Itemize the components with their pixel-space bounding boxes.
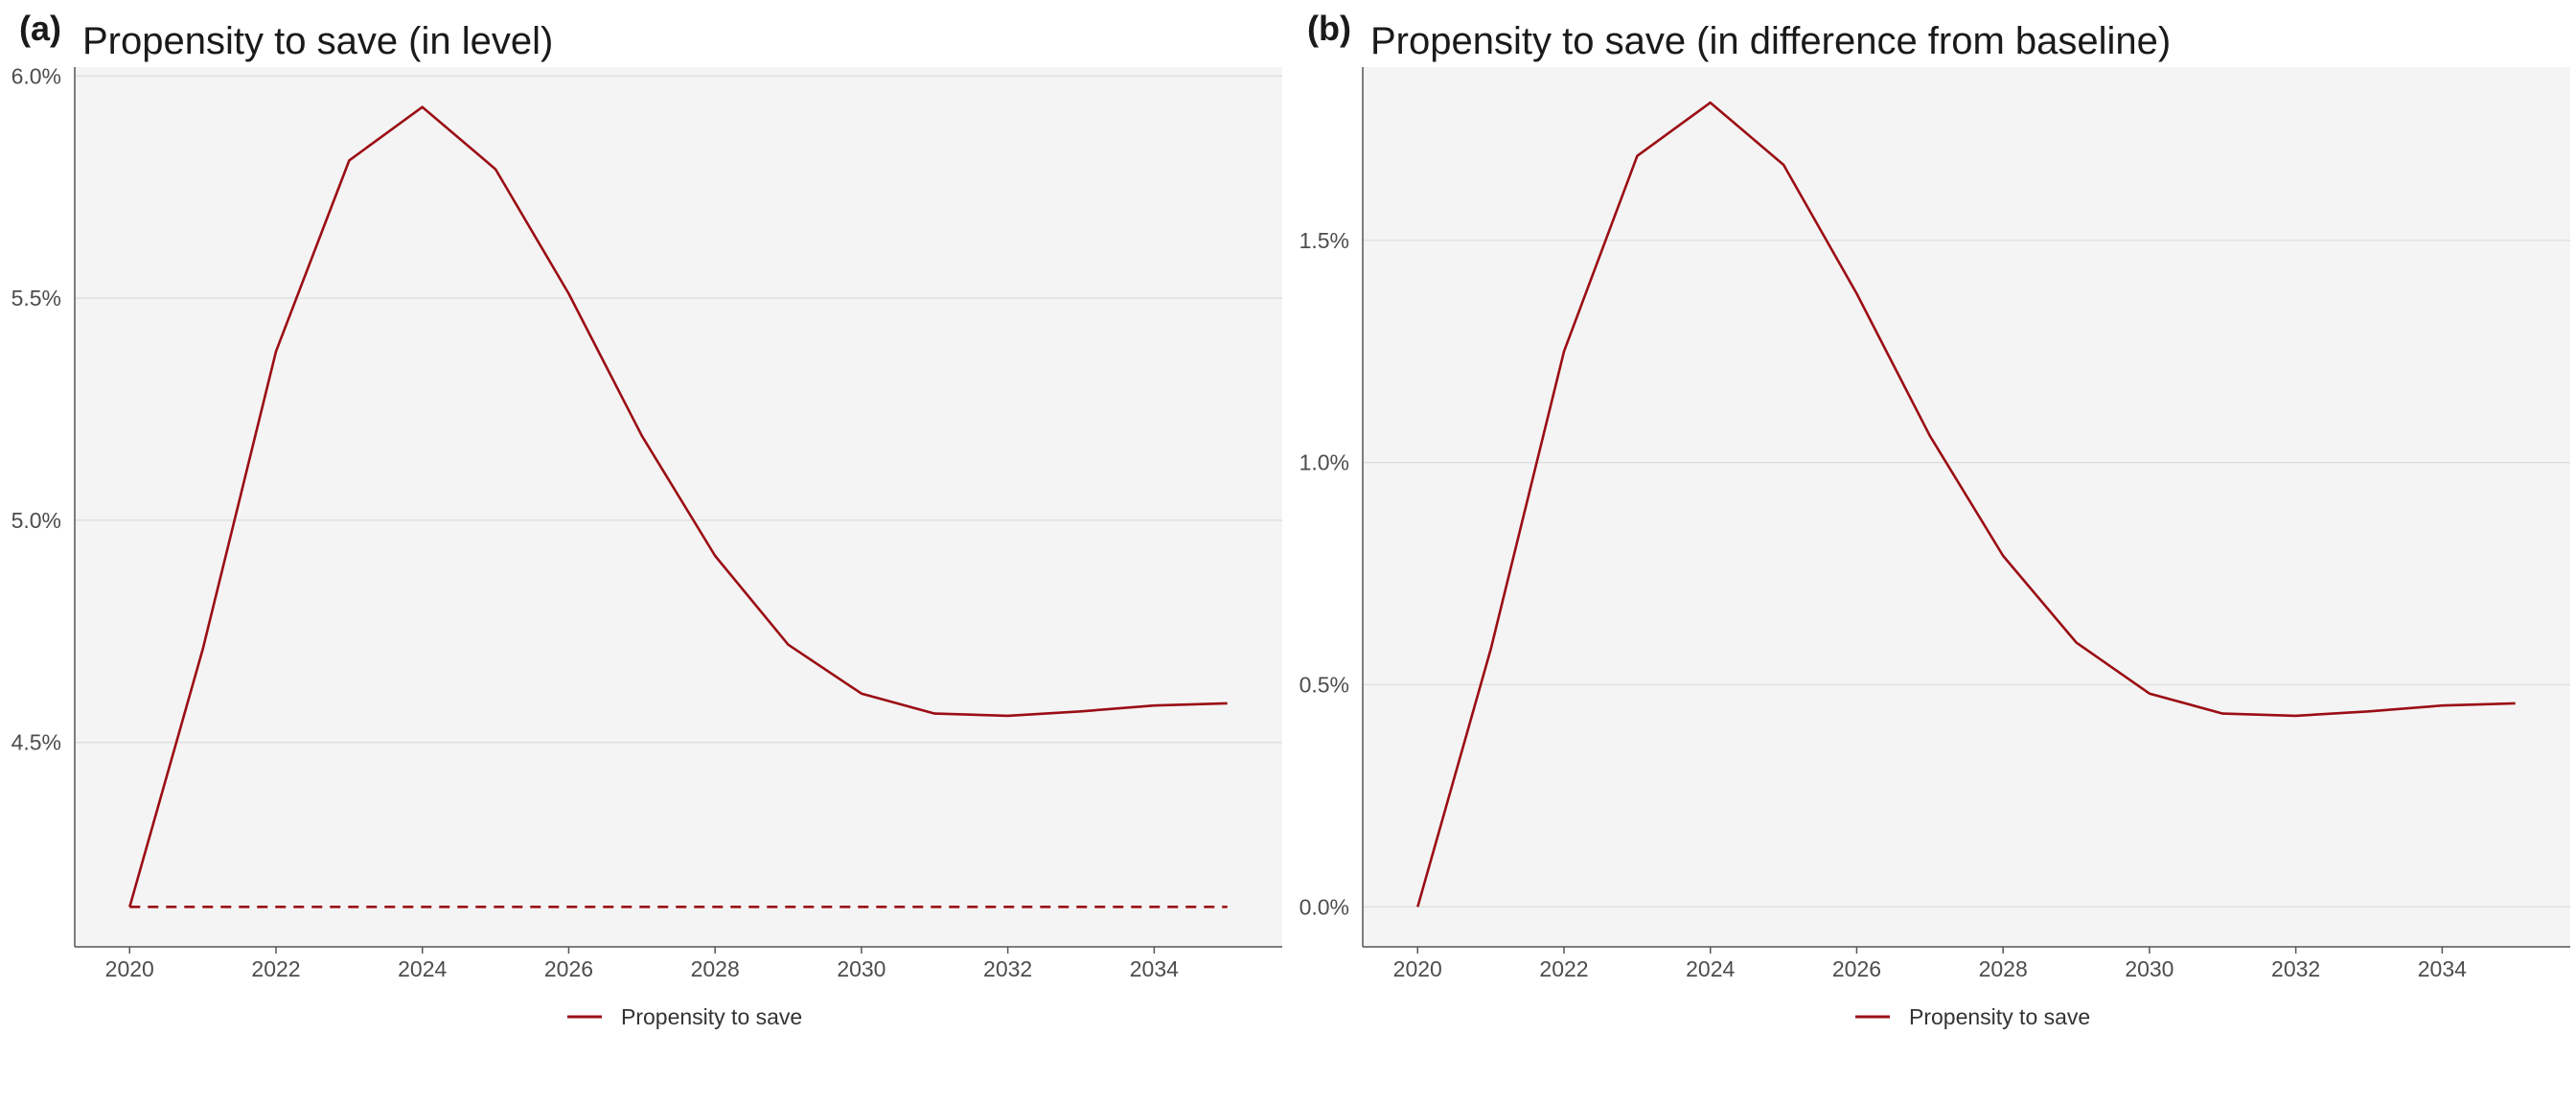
x-tick-label: 2020 [105,956,154,981]
x-tick-label: 2028 [1979,956,2028,981]
y-tick-label: 1.5% [1300,228,1349,253]
x-tick-label: 2034 [2418,956,2467,981]
x-tick-label: 2030 [2125,956,2174,981]
legend: Propensity to save [567,1004,802,1029]
legend-entry: Propensity to save [621,1004,802,1029]
panel-title: Propensity to save (in level) [82,20,553,62]
series-line [128,105,1228,908]
x-tick-label: 2022 [251,956,300,981]
y-tick-label: 1.0% [1300,450,1349,475]
x-tick-label: 2032 [2271,956,2320,981]
x-tick-label: 2022 [1539,956,1588,981]
y-tick-label: 6.0% [12,63,61,88]
panel-a: (a) Propensity to save (in level) 4.5% 5.… [12,9,1282,1029]
series-line [1416,101,2516,908]
x-tick-label: 2024 [398,956,447,981]
panel-title: Propensity to save (in difference from b… [1370,20,2171,62]
x-tick-label: 2028 [691,956,740,981]
plot-background [75,67,1282,947]
y-tick-label: 4.5% [12,730,61,755]
y-tick-label: 5.5% [12,286,61,310]
plot-area: 0.0% 0.5% 1.0% 1.5% 2020 2022 2024 2026 2028 2030… [1300,67,2570,981]
y-tick-label: 0.5% [1300,672,1349,697]
x-tick-label: 2026 [1832,956,1881,981]
plot-area: 4.5% 5.0% 5.5% 6.0% 2020 2022 2024 2026 2028 2030… [12,63,1282,981]
panel-b: (b) Propensity to save (in difference fr… [1300,9,2570,1029]
panel-label: (b) [1307,9,1351,48]
x-tick-label: 2020 [1393,956,1442,981]
legend-entry: Propensity to save [1909,1004,2090,1029]
panel-label: (a) [19,9,61,48]
x-tick-label: 2024 [1686,956,1735,981]
legend: Propensity to save [1855,1004,2090,1029]
y-tick-label: 5.0% [12,508,61,533]
x-tick-label: 2032 [983,956,1032,981]
x-tick-label: 2030 [837,956,886,981]
plot-background [1363,67,2570,947]
x-tick-label: 2034 [1130,956,1179,981]
y-tick-label: 0.0% [1300,894,1349,919]
x-tick-label: 2026 [544,956,593,981]
